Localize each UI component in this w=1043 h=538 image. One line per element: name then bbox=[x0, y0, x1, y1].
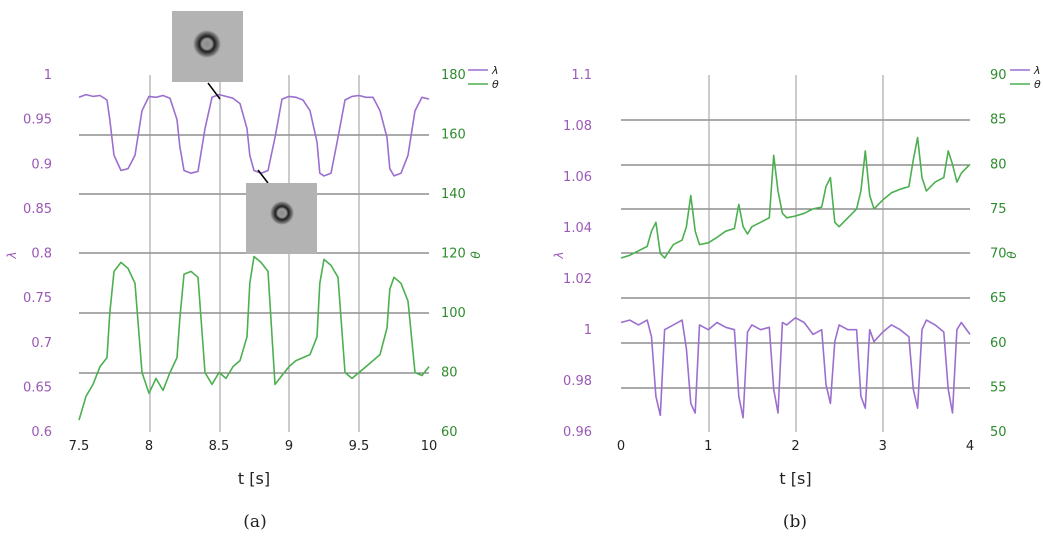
droplet-image-small bbox=[246, 183, 317, 254]
y-left-tick-label: 0.95 bbox=[23, 113, 52, 128]
y-right-tick-label: 70 bbox=[990, 247, 1007, 262]
droplet-image-large bbox=[172, 11, 243, 82]
y-right-tick-label: 100 bbox=[441, 306, 466, 321]
y-left-tick-label: 0.85 bbox=[23, 202, 52, 217]
x-tick-label: 3 bbox=[879, 439, 887, 454]
y-right-tick-label: 140 bbox=[441, 187, 466, 202]
y-right-tick-label: 85 bbox=[990, 113, 1007, 128]
x-tick-label: 4 bbox=[966, 439, 974, 454]
y-left-axis-label: λ bbox=[5, 251, 19, 259]
y-left-tick-label: 1.1 bbox=[571, 68, 592, 83]
inset-connector bbox=[257, 169, 269, 184]
legend-label-lambda: λ bbox=[1033, 64, 1041, 77]
y-right-tick-label: 75 bbox=[990, 202, 1007, 217]
x-tick-label: 8.5 bbox=[209, 439, 230, 454]
y-left-tick-label: 1 bbox=[584, 323, 592, 338]
y-left-tick-label: 1.08 bbox=[563, 119, 592, 134]
y-left-tick-label: 1.06 bbox=[563, 170, 592, 185]
y-left-tick-label: 0.8 bbox=[31, 247, 52, 262]
series-line-theta bbox=[620, 136, 971, 259]
x-tick-label: 9.5 bbox=[349, 439, 370, 454]
y-right-tick-label: 60 bbox=[441, 425, 458, 440]
chart-panel-a: 7.5 8 8.5 9 9.5 10 1 0.95 0.9 0.85 0.8 0.75 0.7 0.65 0… bbox=[5, 11, 499, 532]
x-tick-label: 2 bbox=[791, 439, 799, 454]
y-right-tick-label: 80 bbox=[990, 157, 1007, 172]
legend-label-lambda: λ bbox=[491, 64, 499, 77]
y-right-tick-label: 55 bbox=[990, 380, 1007, 395]
droplet bbox=[270, 201, 294, 225]
legend: λθ bbox=[468, 64, 499, 91]
legend: λθ bbox=[1010, 64, 1041, 91]
y-left-tick-label: 0.65 bbox=[23, 380, 52, 395]
y-right-tick-label: 180 bbox=[441, 68, 466, 83]
legend-label-theta: θ bbox=[492, 78, 499, 91]
y-left-tick-label: 0.98 bbox=[563, 374, 592, 389]
legend-label-theta: θ bbox=[1034, 78, 1041, 91]
x-axis-label: t [s] bbox=[779, 469, 811, 488]
y-left-tick-label: 0.75 bbox=[23, 291, 52, 306]
series-line-lambda bbox=[620, 317, 971, 419]
y-left-axis-label: λ bbox=[552, 251, 566, 259]
panel-caption: (a) bbox=[243, 512, 266, 532]
y-right-tick-label: 90 bbox=[990, 68, 1007, 83]
x-tick-label: 0 bbox=[617, 439, 625, 454]
panel-caption: (b) bbox=[783, 512, 807, 532]
y-left-tick-label: 0.7 bbox=[31, 336, 52, 351]
chart-panel-b: 0 1 2 3 4 1.1 1.08 1.06 1.04 1.02 1 0.98 0.96 90 85 80 7… bbox=[552, 64, 1041, 532]
x-tick-label: 1 bbox=[704, 439, 712, 454]
y-left-tick-label: 0.9 bbox=[31, 157, 52, 172]
series-line-lambda bbox=[78, 93, 430, 177]
y-right-axis-label: θ bbox=[469, 251, 483, 259]
inset-connector bbox=[207, 82, 221, 100]
x-tick-label: 8 bbox=[145, 439, 153, 454]
y-left-tick-label: 1 bbox=[44, 68, 52, 83]
y-left-tick-label: 1.02 bbox=[563, 272, 592, 287]
y-left-tick-label: 1.04 bbox=[563, 221, 592, 236]
y-right-tick-label: 50 bbox=[990, 425, 1007, 440]
x-tick-label: 7.5 bbox=[69, 439, 90, 454]
y-right-axis-label: θ bbox=[1005, 251, 1019, 259]
x-tick-label: 10 bbox=[421, 439, 438, 454]
y-right-tick-label: 60 bbox=[990, 336, 1007, 351]
x-tick-label: 9 bbox=[285, 439, 293, 454]
y-left-tick-label: 0.96 bbox=[563, 425, 592, 440]
y-right-tick-label: 160 bbox=[441, 128, 466, 143]
y-left-tick-label: 0.6 bbox=[31, 425, 52, 440]
y-right-tick-label: 65 bbox=[990, 291, 1007, 306]
y-right-tick-label: 120 bbox=[441, 247, 466, 262]
x-axis-label: t [s] bbox=[238, 469, 270, 488]
droplet bbox=[193, 30, 221, 58]
series-line-theta bbox=[78, 255, 430, 421]
y-right-tick-label: 80 bbox=[441, 366, 458, 381]
